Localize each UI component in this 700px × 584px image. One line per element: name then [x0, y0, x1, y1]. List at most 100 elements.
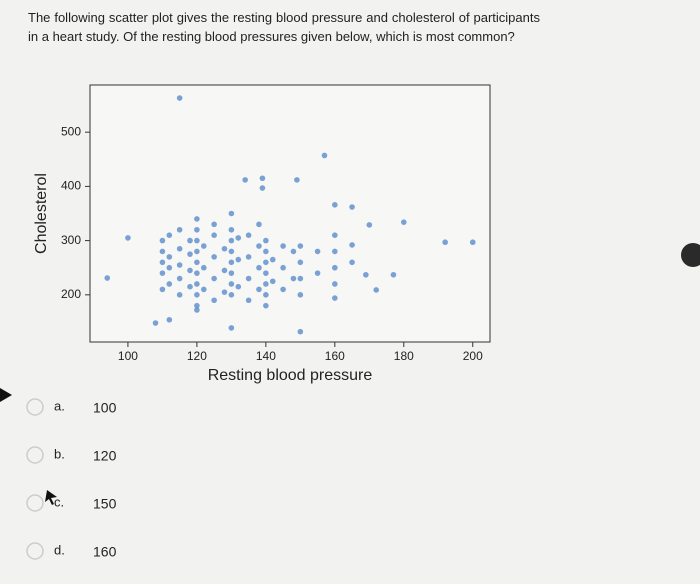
- radio-button[interactable]: [26, 542, 44, 560]
- scatter-point: [221, 267, 228, 274]
- scatter-point: [159, 286, 166, 293]
- scatter-point: [263, 292, 269, 298]
- scatter-point: [228, 292, 235, 298]
- scatter-point: [166, 281, 173, 287]
- scatter-point: [390, 271, 397, 278]
- x-tick-label: 200: [463, 349, 483, 363]
- scatter-point: [245, 254, 252, 260]
- option-text: 150: [93, 496, 117, 512]
- scatter-point: [159, 259, 166, 266]
- scatter-point: [256, 221, 262, 228]
- scatter-point: [176, 95, 183, 101]
- scatter-point: [194, 259, 200, 266]
- scatter-point: [332, 295, 338, 301]
- question-text: The following scatter plot gives the res…: [28, 10, 540, 44]
- x-tick-label: 100: [118, 349, 138, 363]
- scatter-point: [176, 226, 183, 233]
- scatter-point: [235, 235, 242, 241]
- scatter-point: [200, 264, 207, 271]
- scatter-point: [349, 242, 355, 248]
- scatter-point: [314, 248, 321, 255]
- scatter-point: [373, 287, 380, 293]
- scatter-point: [263, 302, 269, 309]
- scatter-point: [194, 307, 200, 313]
- radio-button[interactable]: [26, 494, 44, 512]
- scatter-point: [245, 232, 252, 238]
- scatter-point: [269, 278, 276, 285]
- scatter-point: [228, 270, 235, 276]
- scatter-point: [221, 289, 228, 295]
- scatter-point: [176, 262, 183, 268]
- scatter-point: [269, 256, 276, 263]
- scatter-point: [469, 239, 476, 246]
- scatter-point: [332, 248, 338, 255]
- x-tick-label: 120: [187, 349, 207, 363]
- radio-button[interactable]: [26, 398, 44, 416]
- scatter-point: [176, 292, 183, 298]
- scatter-point: [194, 281, 200, 287]
- scatter-point: [297, 292, 304, 298]
- scatter-point: [104, 275, 111, 281]
- scatter-point: [349, 204, 355, 210]
- scatter-point: [211, 221, 217, 228]
- scatter-point: [194, 248, 200, 255]
- scatter-point: [228, 281, 235, 287]
- scatter-point: [290, 275, 297, 282]
- scatter-point: [245, 275, 252, 282]
- scatter-point: [280, 286, 286, 293]
- scatter-point: [349, 259, 355, 266]
- scatter-point: [187, 251, 193, 257]
- option-letter: a.: [54, 398, 65, 413]
- scatter-point: [187, 283, 193, 290]
- scatter-point: [259, 185, 266, 191]
- scatter-point: [400, 219, 407, 225]
- scatter-point: [228, 248, 235, 255]
- x-tick-label: 160: [325, 349, 345, 363]
- scatter-point: [228, 325, 235, 331]
- option-text: 120: [93, 448, 117, 464]
- scatter-point: [290, 248, 297, 255]
- scatter-point: [256, 286, 262, 293]
- scatter-point: [166, 232, 173, 238]
- scatter-point: [211, 254, 217, 260]
- scatter-point: [297, 275, 304, 282]
- y-tick-label: 200: [61, 287, 81, 301]
- scatter-point: [263, 281, 269, 287]
- scatter-point: [194, 237, 200, 244]
- scatter-point: [228, 237, 235, 244]
- scatter-point: [297, 243, 304, 249]
- scatter-point: [176, 245, 183, 252]
- y-tick-label: 400: [61, 179, 81, 193]
- scatter-point: [235, 256, 242, 263]
- scatter-point: [263, 270, 269, 276]
- scatter-point: [166, 254, 173, 260]
- scatter-point: [263, 237, 269, 244]
- scatter-point: [228, 259, 235, 266]
- radio-button[interactable]: [26, 446, 44, 464]
- plot-frame: [89, 84, 491, 343]
- x-tick-label: 180: [394, 349, 414, 363]
- scatter-point: [235, 283, 242, 290]
- scatter-point: [228, 210, 235, 217]
- scatter-point: [297, 328, 304, 335]
- x-tick-label: 140: [256, 349, 276, 363]
- scatter-point: [332, 232, 338, 238]
- scatter-point: [194, 226, 200, 233]
- scatter-point: [187, 237, 193, 244]
- scatter-point: [187, 267, 193, 274]
- scatter-point: [211, 297, 217, 304]
- scatter-point: [221, 245, 228, 252]
- scatter-point: [332, 281, 338, 287]
- y-axis-label: Cholesterol: [33, 173, 50, 254]
- y-tick-label: 300: [61, 233, 81, 247]
- scatter-point: [200, 243, 207, 249]
- scatter-point: [176, 275, 183, 282]
- scatter-point: [280, 243, 286, 249]
- scatter-point: [194, 216, 200, 222]
- scatter-point: [166, 316, 173, 323]
- scatter-point: [263, 248, 269, 255]
- scatter-point: [159, 237, 166, 244]
- scatter-point: [125, 235, 131, 241]
